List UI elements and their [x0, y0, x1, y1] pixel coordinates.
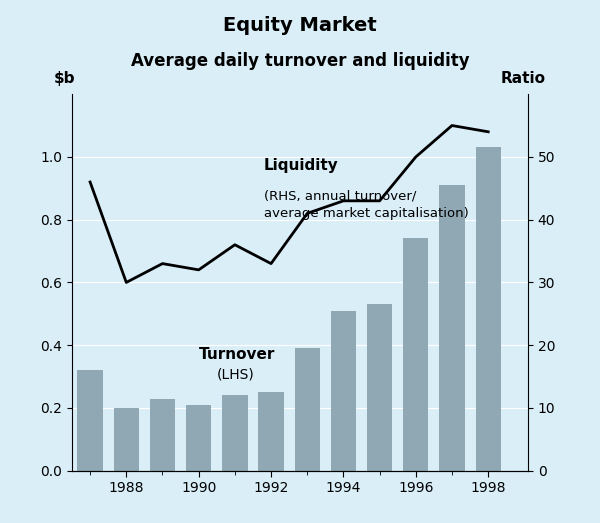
Text: Equity Market: Equity Market [223, 16, 377, 35]
Bar [476, 147, 501, 471]
Bar [259, 392, 284, 471]
Text: Average daily turnover and liquidity: Average daily turnover and liquidity [131, 52, 469, 70]
Bar [113, 408, 139, 471]
Text: Liquidity: Liquidity [264, 157, 338, 173]
Text: $b: $b [54, 71, 76, 86]
Bar [77, 370, 103, 471]
Bar [403, 238, 428, 471]
Text: (RHS, annual turnover/
average market capitalisation): (RHS, annual turnover/ average market ca… [264, 190, 469, 220]
Bar [367, 304, 392, 471]
Text: Ratio: Ratio [501, 71, 546, 86]
Bar [439, 185, 464, 471]
Bar [150, 399, 175, 471]
Bar [331, 311, 356, 471]
Text: (LHS): (LHS) [217, 367, 254, 381]
Bar [186, 405, 211, 471]
Text: Turnover: Turnover [199, 347, 275, 362]
Bar [222, 395, 248, 471]
Bar [295, 348, 320, 471]
